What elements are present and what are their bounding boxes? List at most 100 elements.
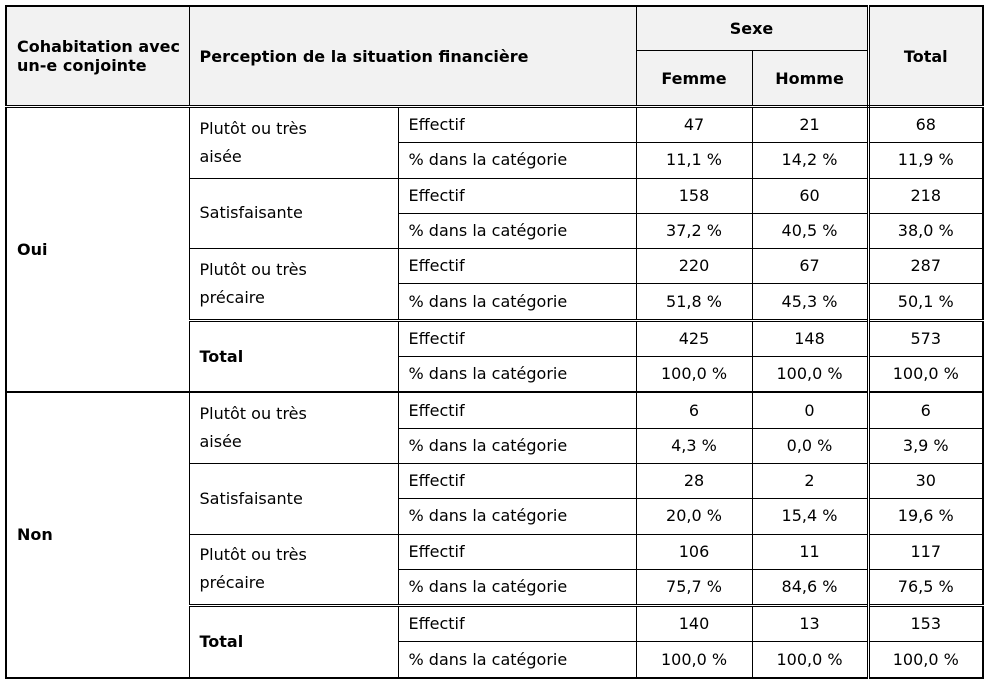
value-cell: 75,7 %: [635, 568, 753, 607]
category-cell: Plutôt ou très aisée: [188, 106, 399, 179]
header-cell: Femme: [635, 50, 753, 108]
measure-cell: Effectif: [397, 391, 637, 429]
value-cell: 30: [866, 462, 984, 500]
category-label: Satisfaisante: [199, 203, 303, 223]
value-cell: 28: [635, 462, 753, 500]
measure-cell: Effectif: [397, 533, 637, 570]
table-row: % dans la catégorie 51,8 % 45,3 % 50,1 %: [6, 283, 984, 321]
category-label: Plutôt ou très précaire: [199, 545, 307, 593]
measure-cell: Effectif: [397, 462, 637, 500]
value-cell: 100,0 %: [635, 641, 753, 679]
value-cell: 37,2 %: [635, 212, 753, 250]
value-cell: 51,8 %: [635, 283, 753, 321]
table-row: Non Plutôt ou très aisée Effectif 6 0 6: [5, 391, 984, 679]
header-cell: Total: [866, 5, 984, 108]
measure-cell: Effectif: [397, 604, 637, 643]
category-cell: Total: [188, 318, 399, 393]
category-label: Total: [199, 346, 244, 366]
value-cell: 148: [751, 318, 869, 358]
header-cell: Perception de la situation financière: [188, 5, 637, 108]
category-cell: Satisfaisante: [188, 177, 399, 250]
measure-cell: Effectif: [397, 105, 637, 144]
value-cell: 100,0 %: [751, 641, 869, 679]
header-cell: Cohabitation avec un-e conjointe: [5, 5, 190, 108]
measure-cell: % dans la catégorie: [397, 427, 637, 464]
value-cell: 0,0 %: [751, 427, 869, 464]
value-cell: 218: [866, 177, 984, 214]
value-cell: 100,0 %: [635, 356, 753, 393]
value-cell: 153: [866, 604, 984, 643]
value-cell: 2: [751, 462, 869, 500]
table-row: Plutôt ou très précaire Effectif 106 11 117: [6, 533, 984, 607]
value-cell: 11,9 %: [866, 142, 984, 179]
table-row: % dans la catégorie 100,0 % 100,0 % 100,0 %: [6, 356, 984, 393]
measure-cell: % dans la catégorie: [397, 212, 637, 250]
header-row: Femme Homme: [6, 50, 983, 108]
category-label: Plutôt ou très aisée: [199, 404, 307, 452]
measure-cell: Effectif: [397, 318, 637, 358]
table-row: Plutôt ou très précaire Effectif 220 67 287: [6, 248, 984, 321]
value-cell: 140: [635, 604, 753, 643]
value-cell: 60: [751, 177, 869, 214]
table-row: Total Effectif 140 13 153: [6, 604, 984, 679]
table-row: % dans la catégorie 75,7 % 84,6 % 76,5 %: [6, 568, 984, 607]
category-label: Plutôt ou très précaire: [199, 259, 307, 307]
value-cell: 45,3 %: [751, 283, 869, 321]
table-row: % dans la catégorie 20,0 % 15,4 % 19,6 %: [6, 498, 984, 535]
value-cell: 100,0 %: [866, 641, 984, 679]
table-row: % dans la catégorie 11,1 % 14,2 % 11,9 %: [6, 142, 984, 179]
measure-cell: % dans la catégorie: [397, 641, 637, 679]
value-cell: 0: [751, 391, 869, 429]
value-cell: 6: [866, 391, 984, 429]
table-row: Total Effectif 425 148 573: [6, 318, 984, 393]
measure-cell: % dans la catégorie: [397, 568, 637, 607]
value-cell: 14,2 %: [751, 142, 869, 179]
category-label: Total: [199, 631, 244, 651]
measure-cell: Effectif: [397, 177, 637, 214]
value-cell: 19,6 %: [866, 498, 984, 535]
header-row: Cohabitation avec un-e conjointe Percept…: [5, 5, 984, 108]
value-cell: 68: [866, 105, 984, 144]
value-cell: 100,0 %: [751, 356, 869, 393]
value-cell: 50,1 %: [866, 283, 984, 321]
category-label: Plutôt ou très aisée: [199, 118, 307, 166]
measure-cell: % dans la catégorie: [397, 283, 637, 321]
value-cell: 220: [635, 248, 753, 285]
table-body: Oui Plutôt ou très aisée Effectif 47 21 68% d…: [5, 105, 984, 679]
value-cell: 425: [635, 318, 753, 358]
category-cell: Plutôt ou très précaire: [188, 533, 399, 607]
value-cell: 11: [751, 533, 869, 570]
value-cell: 573: [866, 318, 984, 358]
header-cell: Sexe: [635, 5, 869, 51]
table-row: Satisfaisante Effectif 158 60 218: [6, 177, 984, 250]
measure-cell: % dans la catégorie: [397, 356, 637, 393]
value-cell: 106: [635, 533, 753, 570]
value-cell: 13: [751, 604, 869, 643]
category-cell: Plutôt ou très précaire: [188, 248, 399, 321]
value-cell: 117: [866, 533, 984, 570]
value-cell: 20,0 %: [635, 498, 753, 535]
group-cell: Non: [5, 391, 190, 679]
value-cell: 67: [751, 248, 869, 285]
category-cell: Plutôt ou très aisée: [188, 391, 399, 464]
table-row: % dans la catégorie 37,2 % 40,5 % 38,0 %: [6, 212, 984, 250]
category-cell: Total: [188, 604, 399, 679]
value-cell: 38,0 %: [866, 212, 984, 250]
value-cell: 287: [866, 248, 984, 285]
value-cell: 4,3 %: [635, 427, 753, 464]
data-table: Cohabitation avec un-e conjointe Percept…: [5, 5, 985, 679]
value-cell: 11,1 %: [635, 142, 753, 179]
header-cell: Homme: [751, 50, 869, 108]
value-cell: 47: [635, 105, 753, 144]
category-cell: Satisfaisante: [188, 462, 399, 535]
value-cell: 84,6 %: [751, 568, 869, 607]
table-row: Oui Plutôt ou très aisée Effectif 47 21 68: [5, 105, 984, 393]
value-cell: 3,9 %: [866, 427, 984, 464]
value-cell: 6: [635, 391, 753, 429]
value-cell: 15,4 %: [751, 498, 869, 535]
measure-cell: % dans la catégorie: [397, 142, 637, 179]
table-head: Cohabitation avec un-e conjointe Percept…: [5, 5, 984, 108]
value-cell: 100,0 %: [866, 356, 984, 393]
